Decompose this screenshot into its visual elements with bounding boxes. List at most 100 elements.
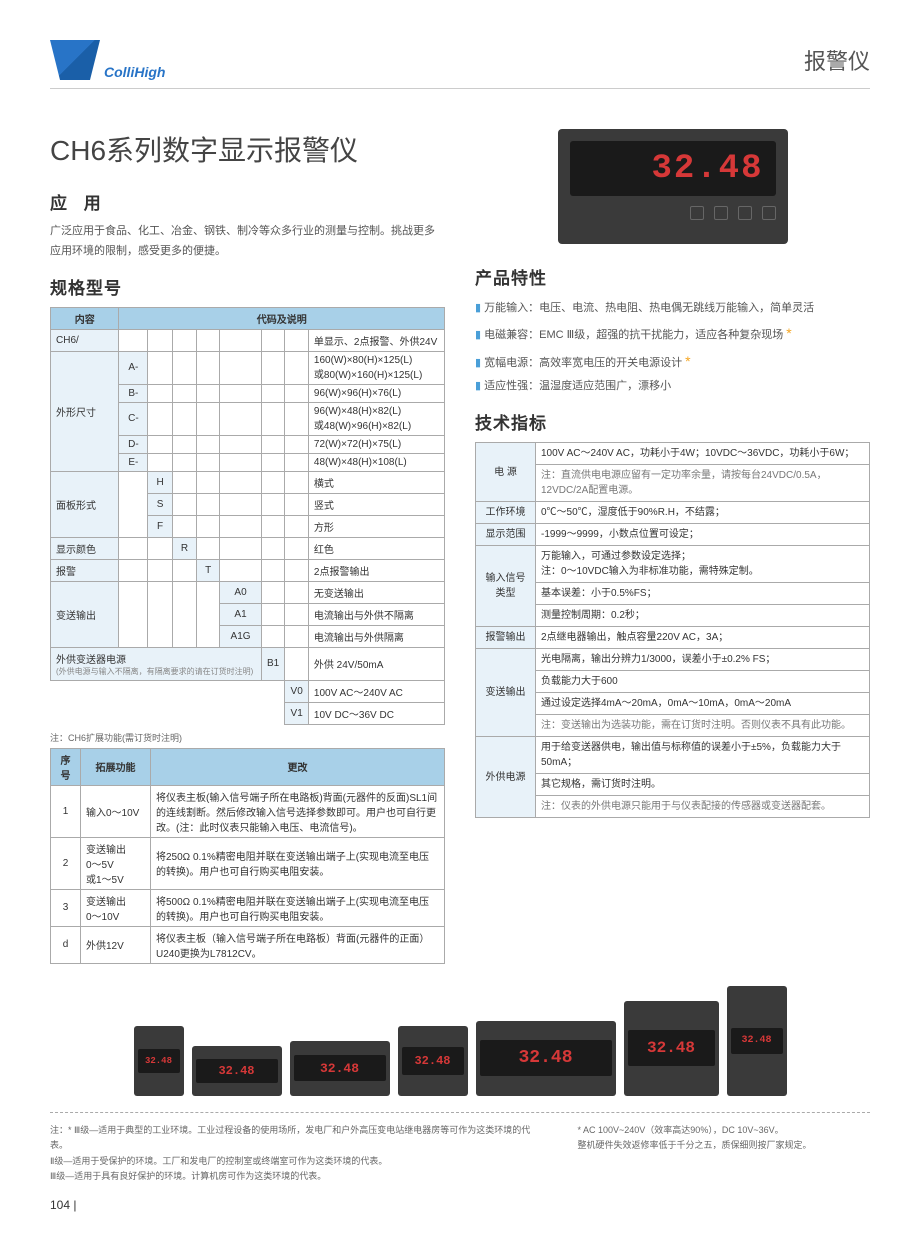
panel-code: S <box>148 493 172 515</box>
spec-size-label: 外形尺寸 <box>51 351 119 471</box>
ext-func: 变送输出 0～10V <box>81 889 151 926</box>
tech-val: 负载能力大于600 <box>536 671 870 693</box>
logo: ColliHigh <box>50 40 165 80</box>
footer-note: * AC 100V~240V（效率高达90%），DC 10V~36V。 <box>578 1123 871 1138</box>
ext-func: 变送输出 0～5V 或1～5V <box>81 837 151 889</box>
spec-table: 内容 代码及说明 CH6/ 单显示、2点报警、外供24V 外形尺寸 A- 160… <box>50 307 445 725</box>
spec-ch6-desc: 单显示、2点报警、外供24V <box>308 329 444 351</box>
footer-note: Ⅱ级—适用于受保护的环境。工厂和发电厂的控制室或终端室可作为这类环境的代表。 <box>50 1154 538 1169</box>
voltage-code: V0 <box>285 680 309 702</box>
feature-item: 适应性强：温湿度适应范围广，漂移小 <box>475 375 870 397</box>
spec-note: 注：CH6扩展功能(需订货时注明) <box>50 731 445 744</box>
doc-category: 报警仪 <box>804 44 870 76</box>
ext-row: 2 变送输出 0～5V 或1～5V 将250Ω 0.1%精密电阻并联在变送输出端… <box>51 837 445 889</box>
spec-hdr-content: 内容 <box>51 307 119 329</box>
color-desc: 红色 <box>308 537 444 559</box>
tech-note: 注：仪表的外供电源只能用于与仪表配接的传感器或变送器配套。 <box>536 796 870 818</box>
page-header: ColliHigh 报警仪 <box>50 40 870 89</box>
tech-val: 用于给变送器供电，输出值与标称值的误差小于±5%，负载能力大于50mA； <box>536 737 870 774</box>
spec-alarm-label: 报警 <box>51 559 119 581</box>
color-code: R <box>172 537 196 559</box>
feature-item: 宽幅电源：高效率宽电压的开关电源设计 * <box>475 347 870 375</box>
tech-label: 显示范围 <box>476 524 536 546</box>
footer-note: 整机硬件失效返修率低于千分之五，质保细则按厂家规定。 <box>578 1138 871 1153</box>
tech-table: 电 源 100V AC～240V AC，功耗小于4W；10VDC～36VDC，功… <box>475 442 870 818</box>
ext-row: d 外供12V 将仪表主板（输入信号端子所在电路板）背面(元器件的正面）U240… <box>51 926 445 963</box>
application-text: 广泛应用于食品、化工、冶金、钢铁、制冷等众多行业的测量与控制。挑战更多应用环境的… <box>50 222 445 262</box>
size-code: C- <box>119 402 148 435</box>
ext-no: 2 <box>51 837 81 889</box>
size-code: A- <box>119 351 148 384</box>
spec-power-label: 外供变送器电源 (外供电源与输入不隔离，有隔离要求的请在订货时注明) <box>51 647 262 680</box>
product-display-value: 32.48 <box>651 150 763 188</box>
extension-table: 序号 拓展功能 更改 1 输入0～10V 将仪表主板(输入信号端子所在电路板)背… <box>50 748 445 964</box>
ext-chg: 将250Ω 0.1%精密电阻并联在变送输出端子上(实现电流至电压的转换)。用户也… <box>151 837 445 889</box>
spec-heading: 规格型号 <box>50 274 445 299</box>
footer-note: Ⅲ级—适用于具有良好保护的环境。计算机房可作为这类环境的代表。 <box>50 1169 538 1184</box>
trans-desc: 电流输出与外供不隔离 <box>308 603 444 625</box>
spec-trans-label: 变送输出 <box>51 581 119 647</box>
trans-desc: 电流输出与外供隔离 <box>308 625 444 647</box>
tech-label: 工作环境 <box>476 502 536 524</box>
ext-hdr-func: 拓展功能 <box>81 748 151 785</box>
features-list: 万能输入：电压、电流、热电阻、热电偶无跳线万能输入，简单灵活 电磁兼容：EMC … <box>475 297 870 397</box>
product-lineup: 32.48 32.48 32.48 32.48 32.48 32.48 32.4… <box>50 986 870 1096</box>
voltage-desc: 100V AC～240V AC <box>308 680 444 702</box>
trans-code: A1 <box>220 603 262 625</box>
tech-label: 输入信号类型 <box>476 546 536 627</box>
tech-label: 外供电源 <box>476 737 536 818</box>
spec-panel-label: 面板形式 <box>51 471 119 537</box>
size-desc: 48(W)×48(H)×108(L) <box>308 453 444 471</box>
feature-item: 万能输入：电压、电流、热电阻、热电偶无跳线万能输入，简单灵活 <box>475 297 870 319</box>
ext-chg: 将仪表主板（输入信号端子所在电路板）背面(元器件的正面）U240更换为L7812… <box>151 926 445 963</box>
logo-mark <box>50 40 100 80</box>
alarm-desc: 2点报警输出 <box>308 559 444 581</box>
ext-hdr-change: 更改 <box>151 748 445 785</box>
tech-note: 注：变送输出为选装功能，需在订货时注明。否则仪表不具有此功能。 <box>536 715 870 737</box>
voltage-code: V1 <box>285 702 309 724</box>
panel-code: F <box>148 515 172 537</box>
size-desc: 160(W)×80(H)×125(L) 或80(W)×160(H)×125(L) <box>308 351 444 384</box>
tech-val: 其它规格，需订货时注明。 <box>536 774 870 796</box>
ext-func: 输入0～10V <box>81 785 151 837</box>
application-heading: 应 用 <box>50 189 445 214</box>
ext-func: 外供12V <box>81 926 151 963</box>
tech-label: 报警输出 <box>476 627 536 649</box>
trans-desc: 无变送输出 <box>308 581 444 603</box>
ext-row: 3 变送输出 0～10V 将500Ω 0.1%精密电阻并联在变送输出端子上(实现… <box>51 889 445 926</box>
product-image: 32.48 <box>558 129 788 244</box>
tech-note: 注：直流供电电源应留有一定功率余量，请按每台24VDC/0.5A，12VDC/2… <box>536 465 870 502</box>
panel-desc: 方形 <box>308 515 444 537</box>
ext-hdr-no: 序号 <box>51 748 81 785</box>
tech-label: 变送输出 <box>476 649 536 737</box>
size-desc: 72(W)×72(H)×75(L) <box>308 435 444 453</box>
tech-val: 基本误差：小于0.5%FS； <box>536 583 870 605</box>
power-desc: 外供 24V/50mA <box>308 647 444 680</box>
tech-val: 通过设定选择4mA～20mA，0mA～10mA，0mA～20mA <box>536 693 870 715</box>
ext-chg: 将500Ω 0.1%精密电阻并联在变送输出端子上(实现电流至电压的转换)。用户也… <box>151 889 445 926</box>
power-code: B1 <box>261 647 285 680</box>
trans-code: A0 <box>220 581 262 603</box>
size-desc: 96(W)×48(H)×82(L) 或48(W)×96(H)×82(L) <box>308 402 444 435</box>
tech-val: -1999～9999，小数点位置可设定； <box>536 524 870 546</box>
size-code: B- <box>119 384 148 402</box>
ext-no: 1 <box>51 785 81 837</box>
trans-code: A1G <box>220 625 262 647</box>
main-title: CH6系列数字显示报警仪 <box>50 129 445 169</box>
spec-hdr-code: 代码及说明 <box>119 307 445 329</box>
panel-code: H <box>148 471 172 493</box>
tech-val: 光电隔离，输出分辨力1/3000，误差小于±0.2% FS； <box>536 649 870 671</box>
feature-item: 电磁兼容：EMC Ⅲ级，超强的抗干扰能力，适应各种复杂现场 * <box>475 319 870 347</box>
ext-chg: 将仪表主板(输入信号端子所在电路板)背面(元器件的反面)SL1间的连线割断。然后… <box>151 785 445 837</box>
tech-heading: 技术指标 <box>475 409 870 434</box>
logo-text: ColliHigh <box>104 64 165 80</box>
tech-val: 测量控制周期：0.2秒； <box>536 605 870 627</box>
spec-color-label: 显示颜色 <box>51 537 119 559</box>
ext-row: 1 输入0～10V 将仪表主板(输入信号端子所在电路板)背面(元器件的反面)SL… <box>51 785 445 837</box>
panel-desc: 竖式 <box>308 493 444 515</box>
tech-val: 0℃～50℃，湿度低于90%R.H，不结露； <box>536 502 870 524</box>
alarm-code: T <box>197 559 220 581</box>
tech-label: 电 源 <box>476 443 536 502</box>
voltage-desc: 10V DC～36V DC <box>308 702 444 724</box>
footer-notes: 注：* Ⅲ级—适用于典型的工业环境。工业过程设备的使用场所，发电厂和户外高压变电… <box>50 1123 870 1184</box>
